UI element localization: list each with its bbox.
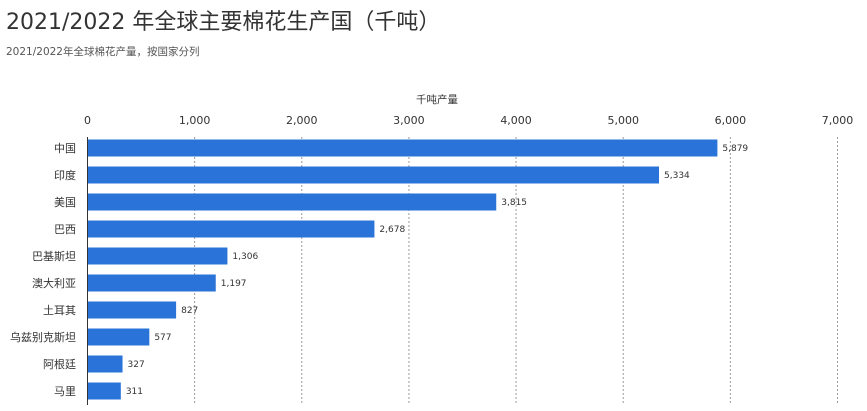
category-label: 土耳其 [43, 304, 76, 317]
x-tick-label: 6,000 [715, 114, 747, 127]
category-label: 马里 [54, 385, 76, 398]
value-label: 1,197 [221, 279, 247, 289]
category-label: 印度 [54, 168, 76, 182]
category-label: 中国 [54, 142, 76, 155]
category-label: 乌兹别克斯坦 [10, 330, 76, 344]
x-tick-label: 4,000 [500, 114, 532, 127]
bar [87, 355, 123, 373]
chart-subtitle: 2021/2022年全球棉花产量，按国家分列 [6, 46, 200, 58]
category-label: 美国 [54, 196, 76, 209]
bars [87, 139, 718, 400]
x-tick-label: 7,000 [822, 114, 854, 127]
x-tick-label: 0 [84, 114, 91, 127]
chart-title: 2021/2022 年全球主要棉花生产国（千吨） [6, 10, 441, 35]
category-label: 巴基斯坦 [32, 249, 76, 263]
bar [87, 382, 121, 400]
bar [87, 166, 659, 184]
value-label: 577 [154, 333, 171, 343]
value-label: 311 [126, 387, 143, 397]
category-label: 澳大利亚 [32, 276, 76, 290]
category-label: 阿根廷 [43, 357, 76, 371]
bar [87, 301, 177, 319]
bar [87, 247, 228, 265]
bar [87, 220, 375, 238]
x-axis-ticks: 0 1,000 2,000 3,000 4,000 5,000 6,000 7,000 [84, 114, 853, 127]
category-label: 巴西 [54, 223, 76, 236]
value-label: 3,815 [501, 198, 527, 208]
value-labels: 5,879 5,334 3,815 2,678 1,306 1,197 827 577 327 3… [126, 144, 749, 397]
bar [87, 274, 216, 292]
value-label: 5,334 [664, 171, 690, 181]
bar [87, 139, 718, 157]
value-label: 5,879 [722, 144, 748, 154]
bar [87, 328, 150, 346]
x-tick-label: 3,000 [393, 114, 425, 127]
x-tick-label: 2,000 [286, 114, 318, 127]
x-tick-label: 5,000 [607, 114, 639, 127]
value-label: 1,306 [232, 252, 258, 262]
value-label: 327 [128, 360, 145, 370]
value-label: 827 [181, 306, 198, 316]
bar [87, 193, 497, 211]
value-label: 2,678 [379, 225, 405, 235]
x-tick-label: 1,000 [179, 114, 211, 127]
x-axis-title: 千吨产量 [416, 93, 458, 106]
